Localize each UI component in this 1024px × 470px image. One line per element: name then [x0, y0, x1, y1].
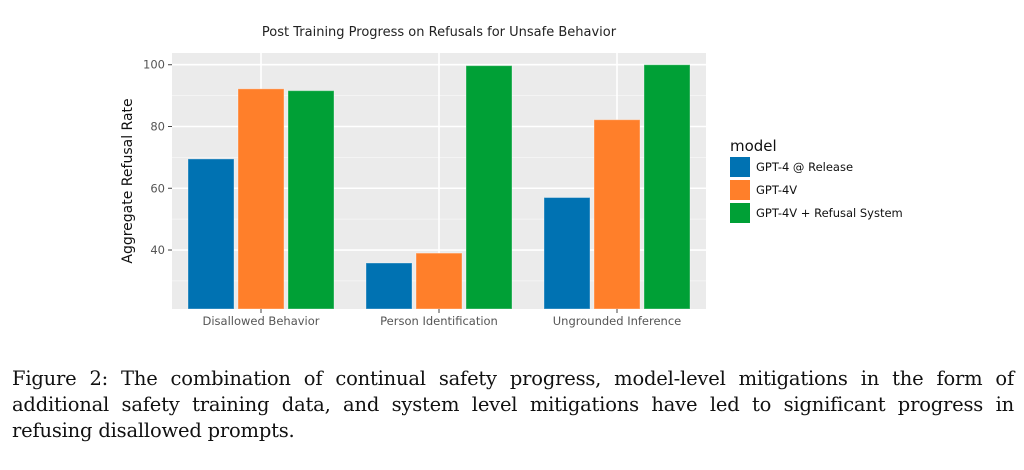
legend: model GPT-4 @ Release GPT-4V GPT-4V + Refu… [730, 137, 903, 223]
bar-gpt-4v-1 [415, 252, 463, 310]
legend-label: GPT-4 @ Release [756, 160, 853, 174]
bar-gpt-4v-0 [237, 88, 285, 310]
legend-title: model [730, 137, 777, 155]
x-tick-label: Person Identification [380, 314, 498, 328]
y-tick-label: 80 [150, 119, 165, 133]
bar-gpt-4v-refusal-system-1 [465, 65, 513, 310]
figure-caption: Figure 2: The combination of continual s… [12, 367, 1014, 442]
bars [187, 64, 691, 310]
legend-label: GPT-4V [756, 183, 797, 197]
y-tick-label: 40 [150, 243, 165, 257]
bar-chart: Post Training Progress on Refusals for U… [120, 25, 903, 328]
y-axis-label: Aggregate Refusal Rate [120, 98, 136, 263]
legend-swatch [730, 157, 750, 177]
bar-gpt-4v-2 [593, 119, 641, 310]
bar-gpt-4-release-2 [543, 197, 591, 310]
y-axis: 40 60 80 100 [143, 58, 172, 257]
bar-gpt-4-release-0 [187, 158, 235, 310]
y-tick-label: 60 [150, 181, 165, 195]
chart-title: Post Training Progress on Refusals for U… [262, 25, 617, 40]
legend-swatch [730, 180, 750, 200]
legend-swatch [730, 203, 750, 223]
x-axis: Disallowed Behavior Person Identification… [202, 309, 681, 328]
legend-label: GPT-4V + Refusal System [756, 206, 903, 220]
x-tick-label: Disallowed Behavior [202, 314, 319, 328]
bar-gpt-4v-refusal-system-2 [643, 64, 691, 310]
y-tick-label: 100 [143, 58, 165, 72]
bar-gpt-4v-refusal-system-0 [287, 90, 335, 310]
bar-gpt-4-release-1 [365, 262, 413, 310]
x-tick-label: Ungrounded Inference [553, 314, 681, 328]
